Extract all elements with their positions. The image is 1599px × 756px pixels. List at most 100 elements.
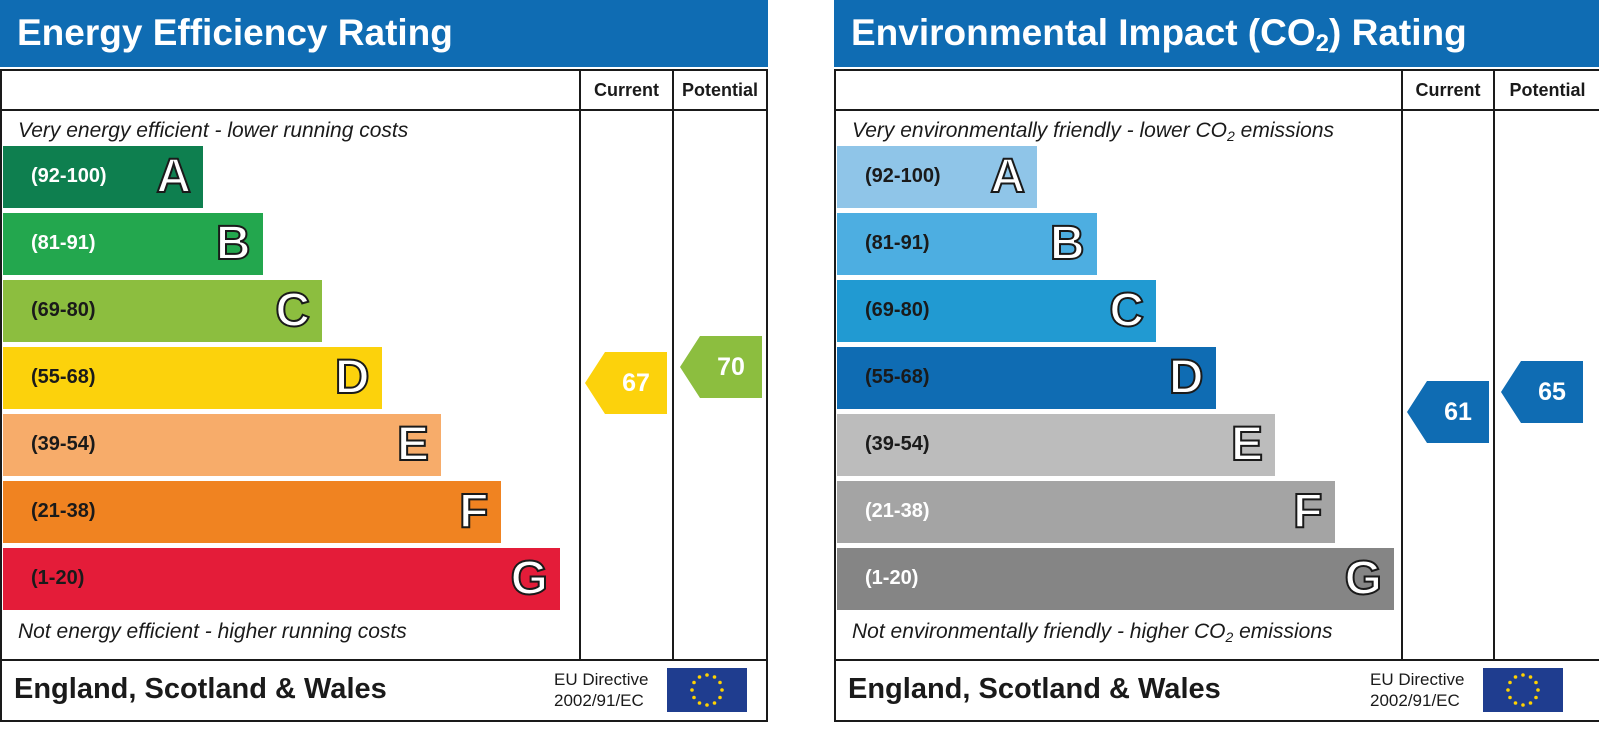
eu-star xyxy=(692,695,696,700)
rating-band-g: (1-20) G xyxy=(3,548,560,610)
eu-star xyxy=(718,695,722,700)
band-letter: A xyxy=(155,149,192,204)
chart-title: Environmental Impact (CO2) Rating xyxy=(851,12,1467,57)
eu-directive-label: EU Directive 2002/91/EC xyxy=(554,669,648,711)
chart-title: Energy Efficiency Rating xyxy=(17,12,453,53)
eu-star xyxy=(718,680,722,685)
rating-band-e: (39-54) E xyxy=(3,414,441,476)
eu-star xyxy=(1536,688,1540,692)
eu-star xyxy=(720,688,724,692)
title-bar: Energy Efficiency Rating xyxy=(0,0,768,67)
band-range-label: (69-80) xyxy=(31,299,96,321)
rating-band-f: (21-38) F xyxy=(3,481,501,543)
eu-star xyxy=(712,701,717,705)
rating-band-a: (92-100) A xyxy=(3,146,203,208)
band-range-label: (55-68) xyxy=(865,366,930,388)
band-letter: B xyxy=(1049,216,1086,271)
rating-band-f: (21-38) F xyxy=(837,481,1335,543)
eu-star xyxy=(1508,680,1512,685)
eu-star xyxy=(1521,673,1525,677)
top-caption: Very energy efficient - lower running co… xyxy=(18,119,409,142)
band-range-label: (21-38) xyxy=(31,500,96,522)
rating-band-a: (92-100) A xyxy=(837,146,1037,208)
column-divider xyxy=(579,71,581,659)
current-rating-arrow: 61 xyxy=(1407,380,1489,443)
rating-band-g: (1-20) G xyxy=(837,548,1394,610)
band-letter: E xyxy=(396,417,430,472)
bottom-caption: Not environmentally friendly - higher CO… xyxy=(852,620,1333,645)
column-divider xyxy=(1493,71,1495,659)
rating-band-c: (69-80) C xyxy=(837,280,1156,342)
column-divider xyxy=(1401,71,1403,659)
top-caption: Very environmentally friendly - lower CO… xyxy=(852,119,1335,144)
arrow-shape xyxy=(1407,380,1489,443)
eu-star xyxy=(1534,680,1538,685)
eu-star xyxy=(1506,688,1510,692)
band-range-label: (21-38) xyxy=(865,500,930,522)
band-range-label: (92-100) xyxy=(31,165,107,187)
eu-star xyxy=(1521,703,1525,707)
arrow-shape xyxy=(680,335,762,398)
band-letter: D xyxy=(334,350,371,405)
column-divider xyxy=(672,71,674,659)
band-range-label: (39-54) xyxy=(865,433,930,455)
footer-divider xyxy=(836,659,1599,661)
rating-band-b: (81-91) B xyxy=(3,213,263,275)
band-letter: C xyxy=(274,283,311,338)
eu-directive-label: EU Directive 2002/91/EC xyxy=(1370,669,1464,711)
eu-star xyxy=(697,675,702,679)
eu-star xyxy=(1508,695,1512,700)
band-letter: E xyxy=(1230,417,1264,472)
eu-star xyxy=(1534,695,1538,700)
eu-directive-line2: 2002/91/EC xyxy=(554,691,644,710)
eu-star xyxy=(712,675,717,679)
chart-frame: Current Potential Very energy efficient … xyxy=(0,69,768,722)
eu-star xyxy=(1528,701,1533,705)
bottom-caption: Not energy efficient - higher running co… xyxy=(18,620,407,643)
rating-band-d: (55-68) D xyxy=(3,347,382,409)
current-column-header: Current xyxy=(1415,80,1481,100)
footer-divider xyxy=(2,659,766,661)
current-rating-value: 67 xyxy=(622,368,650,397)
potential-rating-value: 65 xyxy=(1538,378,1566,407)
potential-rating-arrow: 70 xyxy=(680,335,762,398)
eu-star xyxy=(705,673,709,677)
region-label: England, Scotland & Wales xyxy=(14,673,387,705)
eu-star xyxy=(1528,675,1533,679)
arrow-shape xyxy=(585,351,667,414)
energy-efficiency-panel: Energy Efficiency Rating Current Potenti… xyxy=(0,0,768,722)
band-letter: D xyxy=(1168,350,1205,405)
environmental-impact-panel: Environmental Impact (CO2) Rating Curren… xyxy=(834,0,1599,722)
rating-band-b: (81-91) B xyxy=(837,213,1097,275)
band-range-label: (1-20) xyxy=(31,567,85,589)
arrow-shape xyxy=(1501,361,1583,424)
band-letter: B xyxy=(215,216,252,271)
band-range-label: (81-91) xyxy=(31,232,96,254)
band-letter: G xyxy=(1344,551,1383,606)
potential-rating-arrow: 65 xyxy=(1501,361,1583,424)
potential-column-header: Potential xyxy=(1509,80,1586,100)
rating-band-e: (39-54) E xyxy=(837,414,1275,476)
band-letter: F xyxy=(1292,484,1323,539)
eu-flag-icon xyxy=(667,668,747,712)
eu-flag-icon xyxy=(1483,668,1563,712)
band-range-label: (55-68) xyxy=(31,366,96,388)
current-rating-value: 61 xyxy=(1444,397,1472,426)
chart-frame: Current Potential Very environmentally f… xyxy=(834,69,1599,722)
eu-star xyxy=(690,688,694,692)
current-column-header: Current xyxy=(593,80,659,100)
rating-band-d: (55-68) D xyxy=(837,347,1216,409)
eu-directive-line2: 2002/91/EC xyxy=(1370,691,1460,710)
eu-star xyxy=(1513,701,1518,705)
eu-star xyxy=(705,703,709,707)
eu-directive-line1: EU Directive xyxy=(1370,670,1465,689)
current-rating-arrow: 67 xyxy=(585,351,667,414)
eu-star xyxy=(692,680,696,685)
potential-column-header: Potential xyxy=(681,80,758,100)
region-label: England, Scotland & Wales xyxy=(848,673,1221,705)
header-divider xyxy=(836,109,1599,111)
band-range-label: (92-100) xyxy=(865,165,941,187)
band-letter: C xyxy=(1108,283,1145,338)
band-letter: F xyxy=(458,484,489,539)
eu-star xyxy=(1513,675,1518,679)
